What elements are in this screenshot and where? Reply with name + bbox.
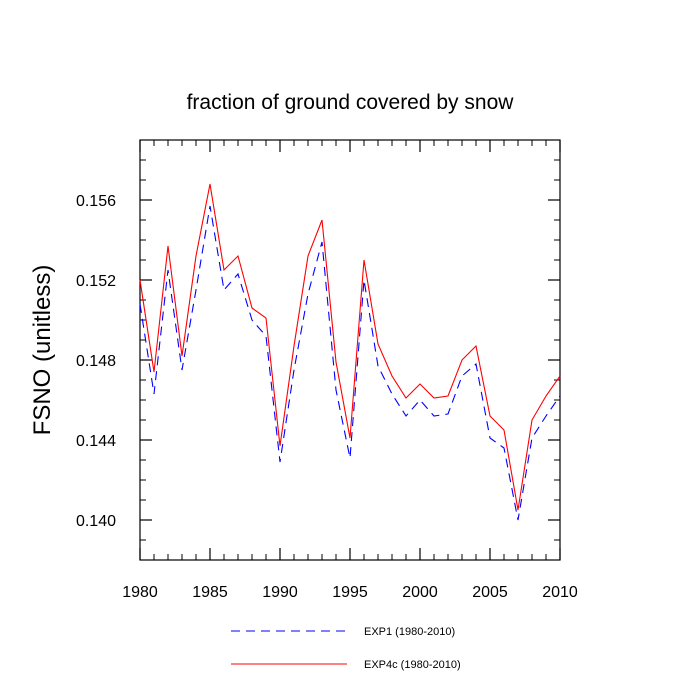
- x-tick-label: 1980: [122, 584, 158, 601]
- axis-ticks: [139, 140, 561, 560]
- x-tick-label: 1995: [332, 584, 368, 601]
- series-line-2: [139, 183, 561, 511]
- y-tick-label: 0.156: [76, 193, 116, 210]
- y-tick-label: 0.148: [76, 353, 116, 370]
- x-tick-label: 2010: [542, 584, 578, 601]
- x-tick-label: 2000: [402, 584, 438, 601]
- plot-frame: [139, 139, 561, 561]
- y-axis-label: FSNO (unitless): [29, 265, 56, 436]
- y-tick-label: 0.152: [76, 273, 116, 290]
- legend-label-2: EXP4c (1980-2010): [364, 659, 461, 671]
- legend: EXP1 (1980-2010) EXP4c (1980-2010): [231, 626, 461, 671]
- series-lines: [139, 183, 561, 521]
- axis-tick-labels: 1980 1985 1990 1995 2000 2005 2010 0.140 0.144 0.…: [76, 193, 578, 601]
- x-tick-label: 1985: [192, 584, 228, 601]
- legend-label-1: EXP1 (1980-2010): [364, 626, 455, 638]
- x-tick-label: 2005: [472, 584, 508, 601]
- series-line-1: [139, 205, 561, 521]
- y-tick-label: 0.144: [76, 433, 116, 450]
- y-tick-label: 0.140: [76, 513, 116, 530]
- x-tick-label: 1990: [262, 584, 298, 601]
- chart-title: fraction of ground covered by snow: [187, 91, 515, 114]
